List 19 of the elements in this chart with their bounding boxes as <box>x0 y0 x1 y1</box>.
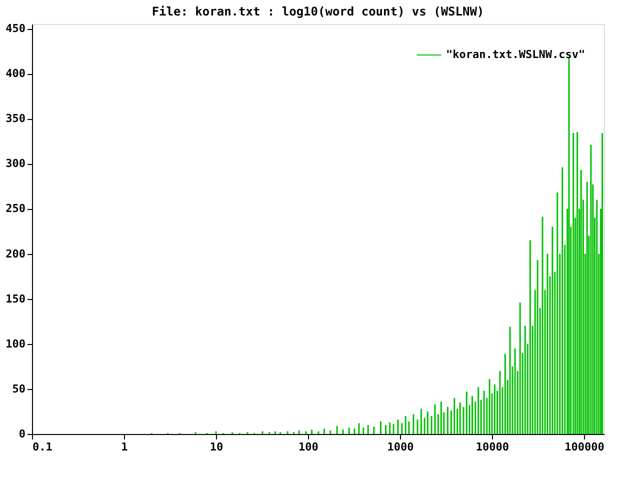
y-tick-label: 100 <box>6 337 26 350</box>
y-tick-label: 250 <box>6 202 26 216</box>
x-tick-label: 1 <box>121 440 128 454</box>
y-tick-label: 300 <box>6 157 26 170</box>
y-tick-label: 350 <box>6 112 26 126</box>
legend-label: "koran.txt.WSLNW.csv" <box>446 48 586 61</box>
chart-title: File: koran.txt : log10(word count) vs (WSLNW) <box>152 4 484 19</box>
y-tick-label: 450 <box>6 22 26 36</box>
y-tick-label: 400 <box>6 67 26 80</box>
x-tick-label: 100000 <box>564 440 604 454</box>
x-tick-label: 10 <box>210 440 224 454</box>
y-tick-label: 150 <box>6 292 26 306</box>
x-tick-label: 10000 <box>476 440 510 454</box>
y-tick-label: 0 <box>18 428 26 440</box>
y-tick-label: 50 <box>12 382 26 396</box>
x-tick-label: 100 <box>298 440 318 454</box>
x-tick-label: 0.1 <box>32 440 53 454</box>
y-tick-label: 200 <box>6 247 26 260</box>
x-tick-label: 1000 <box>387 440 414 454</box>
